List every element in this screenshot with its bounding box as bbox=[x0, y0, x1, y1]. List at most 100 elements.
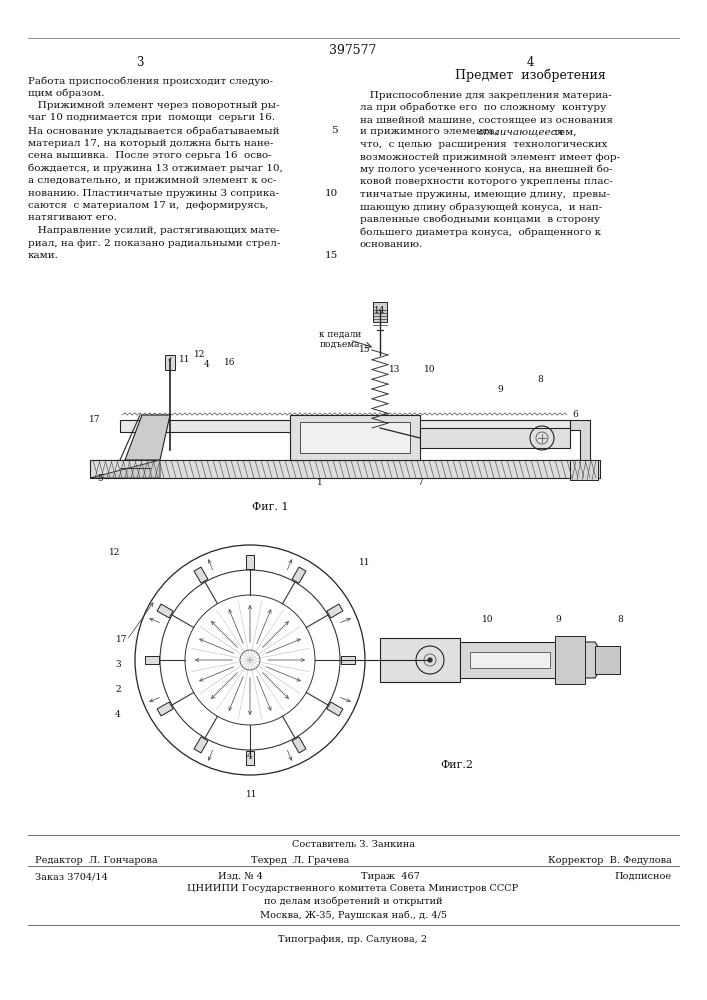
Bar bbox=[373, 302, 387, 322]
Text: ла при обработке его  по сложному  контуру: ла при обработке его по сложному контуру bbox=[360, 103, 606, 112]
Text: Фиг. 1: Фиг. 1 bbox=[252, 502, 288, 512]
Text: Составитель З. Занкина: Составитель З. Занкина bbox=[291, 840, 414, 849]
Text: что,  с целью  расширения  технологических: что, с целью расширения технологических bbox=[360, 140, 607, 149]
Text: 4: 4 bbox=[204, 360, 210, 369]
Bar bbox=[194, 567, 208, 583]
Text: сена вышивка.  После этого серьга 16  осво-: сена вышивка. После этого серьга 16 осво… bbox=[28, 151, 271, 160]
Bar bbox=[292, 737, 306, 753]
Text: 3: 3 bbox=[115, 660, 121, 669]
Text: 16: 16 bbox=[224, 358, 235, 367]
Bar bbox=[292, 567, 306, 583]
Text: 14: 14 bbox=[374, 306, 386, 315]
Text: 13: 13 bbox=[390, 365, 401, 374]
Text: тинчатые пружины, имеющие длину,  превы-: тинчатые пружины, имеющие длину, превы- bbox=[360, 190, 610, 199]
Bar bbox=[165, 355, 175, 370]
Text: 4: 4 bbox=[526, 56, 534, 69]
Bar bbox=[470, 652, 550, 668]
Bar bbox=[246, 751, 254, 765]
Bar bbox=[120, 420, 570, 432]
Text: шающую длину образующей конуса,  и нап-: шающую длину образующей конуса, и нап- bbox=[360, 202, 602, 212]
Text: 9: 9 bbox=[555, 615, 561, 624]
Text: натягивают его.: натягивают его. bbox=[28, 214, 117, 223]
Text: ками.: ками. bbox=[28, 251, 59, 260]
Text: 15: 15 bbox=[325, 251, 338, 260]
Bar bbox=[327, 604, 343, 618]
Text: 4: 4 bbox=[247, 752, 253, 761]
Bar bbox=[595, 646, 620, 674]
Text: и прижимного элемента,: и прижимного элемента, bbox=[360, 127, 505, 136]
Text: возможностей прижимной элемент имеет фор-: возможностей прижимной элемент имеет фор… bbox=[360, 152, 620, 161]
Text: а следовательно, и прижимной элемент к ос-: а следовательно, и прижимной элемент к о… bbox=[28, 176, 276, 185]
Text: Работа приспособления происходит следую-: Работа приспособления происходит следую- bbox=[28, 76, 273, 86]
Bar bbox=[157, 702, 173, 716]
Text: риал, на фиг. 2 показано радиальными стрел-: риал, на фиг. 2 показано радиальными стр… bbox=[28, 238, 281, 247]
Text: 11: 11 bbox=[180, 355, 191, 364]
Text: отличающееся: отличающееся bbox=[478, 127, 564, 136]
Text: 2: 2 bbox=[115, 685, 121, 694]
Text: 397577: 397577 bbox=[329, 44, 377, 57]
Text: основанию.: основанию. bbox=[360, 240, 423, 249]
Text: Изд. № 4: Изд. № 4 bbox=[218, 872, 262, 881]
Text: 7: 7 bbox=[417, 478, 423, 487]
Text: щим образом.: щим образом. bbox=[28, 89, 105, 98]
Text: Приспособление для закрепления материа-: Приспособление для закрепления материа- bbox=[360, 90, 612, 100]
Polygon shape bbox=[570, 642, 600, 678]
Text: Направление усилий, растягивающих мате-: Направление усилий, растягивающих мате- bbox=[28, 226, 280, 235]
Bar bbox=[341, 656, 355, 664]
Text: 8: 8 bbox=[537, 375, 543, 384]
Text: 5: 5 bbox=[332, 126, 338, 135]
Text: ЦНИИПИ Государственного комитета Совета Министров СССР: ЦНИИПИ Государственного комитета Совета … bbox=[187, 884, 519, 893]
Text: 11: 11 bbox=[246, 790, 258, 799]
Text: 10: 10 bbox=[424, 365, 436, 374]
Text: 12: 12 bbox=[194, 350, 206, 359]
Text: Редактор  Л. Гончарова: Редактор Л. Гончарова bbox=[35, 856, 158, 865]
Text: 5: 5 bbox=[97, 474, 103, 483]
Text: 11: 11 bbox=[359, 558, 370, 567]
Text: 8: 8 bbox=[617, 615, 623, 624]
Text: 10: 10 bbox=[325, 188, 338, 198]
Bar bbox=[555, 636, 585, 684]
Text: 1: 1 bbox=[317, 478, 323, 487]
Text: 10: 10 bbox=[482, 615, 493, 624]
Text: 17: 17 bbox=[89, 415, 101, 424]
Text: 6: 6 bbox=[572, 410, 578, 419]
Text: 12: 12 bbox=[110, 548, 121, 557]
Bar bbox=[157, 604, 173, 618]
Text: му полого усеченного конуса, на внешней бо-: му полого усеченного конуса, на внешней … bbox=[360, 165, 613, 174]
Text: нованию. Пластинчатые пружины 3 соприка-: нованию. Пластинчатые пружины 3 соприка- bbox=[28, 188, 279, 198]
Text: На основание укладывается обрабатываемый: На основание укладывается обрабатываемый bbox=[28, 126, 279, 135]
Text: к педали: к педали bbox=[319, 330, 361, 339]
Text: Типография, пр. Салунова, 2: Типография, пр. Салунова, 2 bbox=[279, 935, 428, 944]
Bar bbox=[570, 460, 598, 480]
Text: Москва, Ж-35, Раушская наб., д. 4/5: Москва, Ж-35, Раушская наб., д. 4/5 bbox=[259, 910, 447, 920]
Text: 17: 17 bbox=[116, 635, 128, 644]
Text: 3: 3 bbox=[136, 56, 144, 69]
Text: бождается, и пружина 13 отжимает рычаг 10,: бождается, и пружина 13 отжимает рычаг 1… bbox=[28, 163, 283, 173]
Text: Фиг.2: Фиг.2 bbox=[440, 760, 473, 770]
Text: Тираж  467: Тираж 467 bbox=[361, 872, 419, 881]
Bar bbox=[290, 415, 420, 460]
Circle shape bbox=[428, 658, 432, 662]
Text: 9: 9 bbox=[497, 385, 503, 394]
Text: тем,: тем, bbox=[550, 127, 576, 136]
Polygon shape bbox=[90, 460, 160, 478]
Bar bbox=[246, 555, 254, 569]
Text: саются  с материалом 17 и,  деформируясь,: саются с материалом 17 и, деформируясь, bbox=[28, 201, 269, 210]
Text: 4: 4 bbox=[115, 710, 121, 719]
Text: Техред  Л. Грачева: Техред Л. Грачева bbox=[251, 856, 349, 865]
Bar bbox=[90, 460, 600, 478]
Text: Подписное: Подписное bbox=[615, 872, 672, 881]
Text: ковой поверхности которого укреплены плас-: ковой поверхности которого укреплены пла… bbox=[360, 178, 613, 186]
Text: материал 17, на который должна быть нане-: материал 17, на который должна быть нане… bbox=[28, 138, 274, 148]
Text: 15: 15 bbox=[359, 345, 370, 354]
Text: Корректор  В. Федулова: Корректор В. Федулова bbox=[548, 856, 672, 865]
Polygon shape bbox=[125, 415, 170, 460]
Text: на швейной машине, состоящее из основания: на швейной машине, состоящее из основани… bbox=[360, 115, 613, 124]
Polygon shape bbox=[570, 420, 590, 470]
Bar bbox=[194, 737, 208, 753]
Bar bbox=[145, 656, 159, 664]
Bar bbox=[420, 428, 570, 448]
Bar bbox=[380, 638, 460, 682]
Text: Прижимной элемент через поворотный ры-: Прижимной элемент через поворотный ры- bbox=[28, 101, 279, 110]
Bar bbox=[300, 422, 410, 453]
